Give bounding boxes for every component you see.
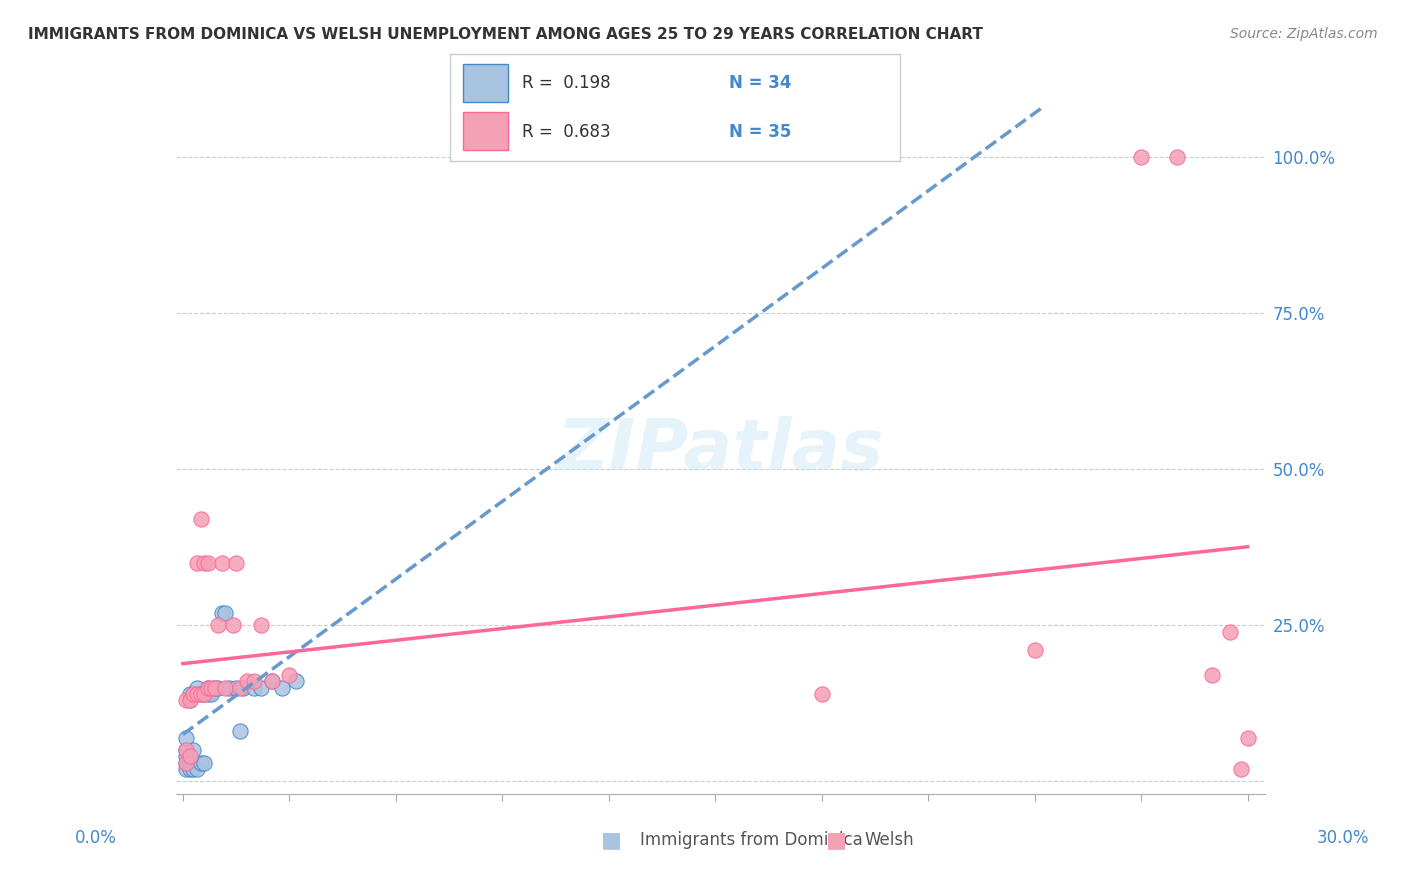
Point xyxy=(179,756,201,770)
Text: Immigrants from Dominica: Immigrants from Dominica xyxy=(640,831,862,849)
Point xyxy=(211,606,233,620)
Point xyxy=(186,687,208,701)
Point xyxy=(176,743,198,757)
Point xyxy=(228,724,250,739)
Point xyxy=(176,762,198,776)
Point xyxy=(183,687,205,701)
Text: ZIPatlas: ZIPatlas xyxy=(557,416,884,485)
Point xyxy=(186,556,208,570)
Text: IMMIGRANTS FROM DOMINICA VS WELSH UNEMPLOYMENT AMONG AGES 25 TO 29 YEARS CORRELA: IMMIGRANTS FROM DOMINICA VS WELSH UNEMPL… xyxy=(28,27,983,42)
Point xyxy=(176,693,198,707)
Point xyxy=(176,749,198,764)
Point xyxy=(193,756,215,770)
Text: R =  0.683: R = 0.683 xyxy=(522,123,610,141)
Point xyxy=(243,681,266,695)
Point xyxy=(200,681,222,695)
Point xyxy=(285,674,308,689)
Point xyxy=(204,681,226,695)
Point xyxy=(1236,731,1258,745)
Point xyxy=(193,687,215,701)
Point xyxy=(197,681,219,695)
Point xyxy=(214,681,236,695)
Point xyxy=(197,556,219,570)
FancyBboxPatch shape xyxy=(464,64,509,102)
Point xyxy=(176,756,198,770)
Point xyxy=(183,743,205,757)
Point xyxy=(179,687,201,701)
Point xyxy=(271,681,294,695)
Point xyxy=(243,674,266,689)
Point xyxy=(176,756,198,770)
Text: N = 35: N = 35 xyxy=(728,123,792,141)
Point xyxy=(260,674,283,689)
Point xyxy=(197,687,219,701)
Text: N = 34: N = 34 xyxy=(728,75,792,93)
Point xyxy=(204,681,226,695)
Point xyxy=(250,618,273,632)
Point xyxy=(176,731,198,745)
Point xyxy=(211,556,233,570)
Text: R =  0.198: R = 0.198 xyxy=(522,75,610,93)
Point xyxy=(179,693,201,707)
Point xyxy=(810,687,832,701)
Point xyxy=(1130,150,1153,164)
Point xyxy=(190,687,212,701)
Point xyxy=(232,681,254,695)
Point xyxy=(190,512,212,526)
Text: Source: ZipAtlas.com: Source: ZipAtlas.com xyxy=(1230,27,1378,41)
Text: ■: ■ xyxy=(602,830,621,850)
Text: 30.0%: 30.0% xyxy=(1316,829,1369,847)
Point xyxy=(197,681,219,695)
Point xyxy=(200,687,222,701)
Point xyxy=(225,556,247,570)
Text: ■: ■ xyxy=(827,830,846,850)
Point xyxy=(1166,150,1188,164)
Text: 0.0%: 0.0% xyxy=(75,829,117,847)
Point xyxy=(183,687,205,701)
Point xyxy=(176,743,198,757)
Point xyxy=(278,668,301,682)
Point xyxy=(183,762,205,776)
Point xyxy=(193,556,215,570)
Point xyxy=(179,762,201,776)
Point xyxy=(186,762,208,776)
Point xyxy=(214,606,236,620)
FancyBboxPatch shape xyxy=(464,112,509,150)
Point xyxy=(186,681,208,695)
Point xyxy=(190,687,212,701)
Point xyxy=(1201,668,1223,682)
Point xyxy=(1219,624,1241,639)
Point xyxy=(260,674,283,689)
Point xyxy=(190,756,212,770)
Point xyxy=(207,618,229,632)
Point xyxy=(225,681,247,695)
Point xyxy=(193,687,215,701)
Point xyxy=(179,693,201,707)
Point xyxy=(1229,762,1251,776)
Text: Welsh: Welsh xyxy=(865,831,914,849)
Point xyxy=(221,618,243,632)
Point xyxy=(218,681,240,695)
Point xyxy=(228,681,250,695)
Point xyxy=(250,681,273,695)
Point xyxy=(179,749,201,764)
Point xyxy=(207,681,229,695)
Point xyxy=(235,674,257,689)
Point xyxy=(1024,643,1046,657)
